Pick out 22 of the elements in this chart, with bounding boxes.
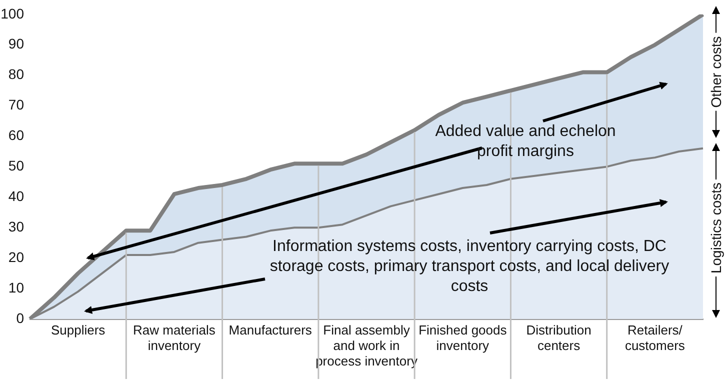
text: Other costs (708, 33, 724, 111)
y-tick-label: 10 (8, 279, 24, 296)
y-tick-label: 100 (0, 5, 24, 22)
y-tick-label: 70 (8, 96, 24, 113)
y-tick-label: 60 (8, 127, 24, 144)
x-tick-label: Retailers/ customers (624, 322, 686, 353)
x-tick-label: Manufacturers (228, 322, 312, 338)
x-tick-label: Distribution centers (526, 322, 592, 353)
y-tick-label: 40 (8, 188, 24, 204)
annotation: Information systems costs, inventory carrying costs, DC storage costs, primary transport costs, and local delivery costs (268, 237, 670, 297)
y-tick-label: 90 (8, 36, 24, 52)
y-tick-label: 30 (8, 218, 24, 234)
x-tick-label: Final assembly and work in process inventory (316, 322, 418, 369)
y-tick-label: 50 (8, 158, 24, 174)
x-tick-label: Finished goods inventory (418, 322, 508, 353)
x-tick-label: Suppliers (50, 322, 106, 338)
text: Logistics costs (708, 179, 724, 277)
y-tick-label: 20 (8, 248, 24, 265)
x-tick-label: Raw materials inventory (133, 322, 216, 353)
y-tick-label: 0 (16, 310, 24, 326)
y-tick-label: 80 (8, 66, 24, 82)
annotation: Added value and echelon profit margins (434, 122, 617, 162)
